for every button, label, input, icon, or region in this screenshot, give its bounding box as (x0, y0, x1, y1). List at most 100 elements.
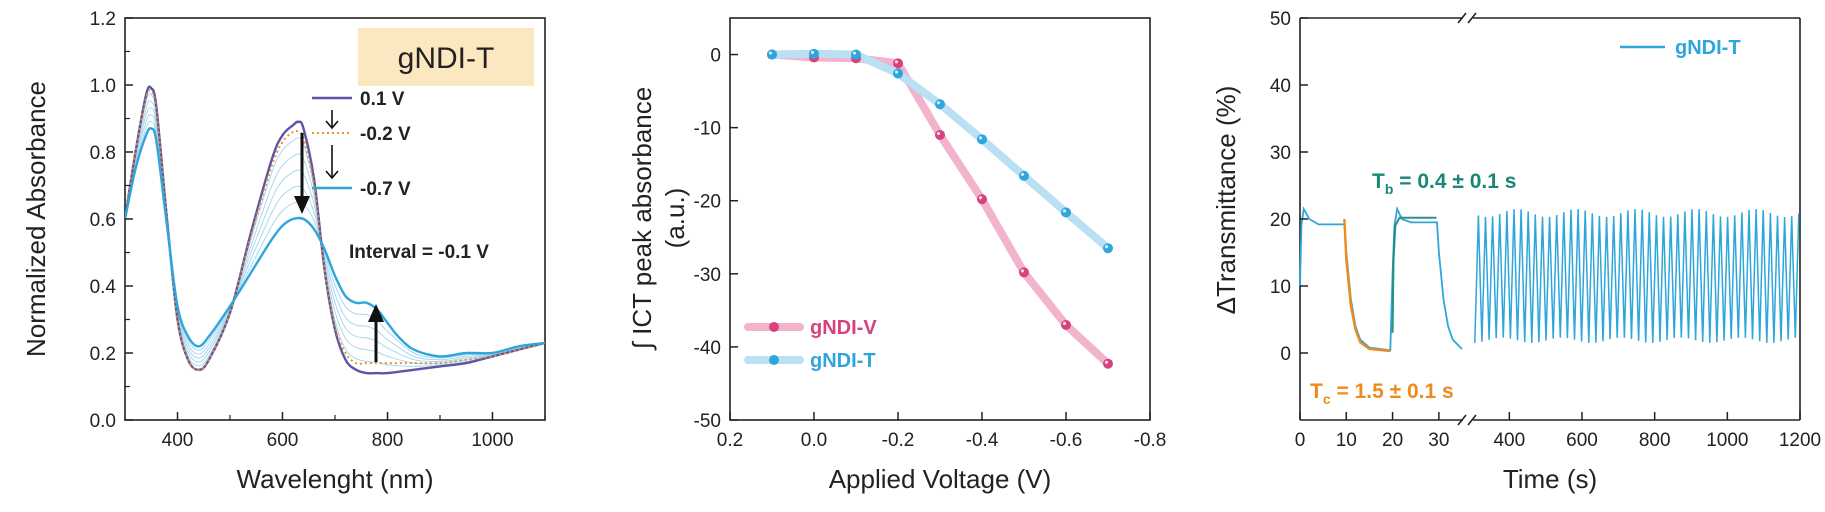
data-point (1103, 358, 1113, 369)
data-point (1061, 319, 1071, 330)
intermediate-spectrum (125, 113, 545, 361)
x-tick-label: 600 (267, 430, 299, 451)
y-tick-label: 0.2 (90, 344, 116, 365)
legend: gNDI-T (1620, 37, 1741, 59)
legend-marker (769, 355, 779, 365)
bleaching-fit (1391, 216, 1437, 333)
x-tick-label: 0 (1295, 430, 1306, 451)
panel-transmittance-time: 0 10 20 30 400 600 800 1000 1200 0 10 20 30 40 50 gNDI… (1211, 9, 1821, 494)
coloration-fit (1343, 218, 1391, 353)
data-point-highlight (768, 51, 773, 55)
panel-absorbance-spectra: 400 600 800 1000 0.0 0.2 0.4 0.6 0.8 1.0 1.2 gNDI-… (21, 9, 546, 494)
axis-ticks: 400 600 800 1000 0.0 0.2 0.4 0.6 0.8 1.0 1.2 (90, 9, 546, 451)
x-tick-label: 30 (1428, 430, 1449, 451)
y-tick-label: 30 (1270, 143, 1291, 164)
y-tick-label: 1.2 (90, 9, 116, 30)
data-point (1019, 267, 1029, 278)
panel-ict-absorbance: 0.2 0.0 -0.2 -0.4 -0.6 -0.8 0 -10 -20 -30 -40 -50 g… (627, 17, 1167, 494)
data-point (893, 58, 903, 69)
y-tick-label: 0.0 (90, 411, 116, 432)
x-axis-label: Applied Voltage (V) (829, 464, 1052, 494)
y-tick-label: 50 (1270, 9, 1291, 30)
y-tick-label: 0.6 (90, 210, 116, 231)
data-point-highlight (1020, 172, 1025, 176)
y-tick-label: -20 (694, 192, 721, 213)
legend-arrowhead (325, 170, 339, 180)
data-point-highlight (1104, 245, 1109, 249)
series-lines (767, 48, 1113, 369)
data-point (935, 99, 945, 110)
increase-arrow (368, 304, 384, 362)
legend-label: -0.2 V (360, 124, 411, 145)
data-point (977, 194, 987, 205)
x-tick-label: -0.4 (966, 430, 999, 451)
series-band (768, 49, 1112, 253)
legend-label: -0.7 V (360, 179, 411, 200)
series-line-3 (125, 127, 545, 358)
data-point-highlight (936, 131, 941, 136)
data-point (1061, 207, 1071, 218)
legend-arrowhead (325, 120, 339, 130)
interval-annotation: Interval = -0.1 V (349, 242, 489, 263)
x-tick-label: 10 (1336, 430, 1357, 451)
x-tick-label: 1000 (1706, 430, 1748, 451)
x-tick-label: 1000 (471, 430, 513, 451)
plot-frame (729, 17, 1151, 421)
y-axis-label-group: ∫ ICT peak absorbance (a.u.) (627, 87, 690, 351)
data-point-highlight (852, 51, 857, 55)
transmittance-traces (1299, 205, 1800, 353)
x-tick-label: 20 (1382, 430, 1403, 451)
x-tick-label: -0.6 (1050, 430, 1083, 451)
x-tick-label: 1200 (1779, 430, 1821, 451)
data-point (1019, 170, 1029, 181)
legend: gNDI-V gNDI-T (744, 317, 877, 372)
data-point (767, 49, 777, 60)
x-tick-label: 600 (1566, 430, 1598, 451)
y-tick-label: 0 (1280, 344, 1291, 365)
intermediate-spectrum (125, 107, 545, 363)
y-tick-label: -50 (694, 411, 721, 432)
legend: 0.1 V -0.2 V -0.7 V (312, 89, 411, 200)
data-point-highlight (978, 196, 983, 200)
legend-label: gNDI-V (810, 317, 877, 339)
data-point-highlight (1062, 209, 1067, 213)
data-point-highlight (978, 136, 983, 140)
decrease-arrow (294, 133, 310, 214)
y-axis-label-line2: (a.u.) (660, 188, 690, 249)
y-tick-label: 40 (1270, 76, 1291, 97)
y-tick-label: 0 (710, 46, 721, 67)
data-point (935, 129, 945, 140)
data-point-highlight (1020, 269, 1025, 273)
data-point-highlight (894, 70, 899, 74)
x-tick-label: 0.2 (717, 430, 743, 451)
y-tick-label: -10 (694, 119, 721, 140)
data-point-highlight (936, 101, 941, 105)
y-tick-label: 1.0 (90, 76, 116, 97)
y-tick-label: -30 (694, 265, 721, 286)
bleaching-time-annotation: Tb = 0.4 ± 0.1 s (1372, 170, 1516, 197)
x-axis-label: Wavelenght (nm) (237, 464, 434, 494)
data-point-highlight (810, 50, 815, 54)
spectra-lines (125, 85, 545, 375)
axis-ticks: 0 10 20 30 400 600 800 1000 1200 0 10 20 30 40 50 (1270, 9, 1821, 451)
x-axis-label: Time (s) (1503, 464, 1597, 494)
axis-ticks: 0.2 0.0 -0.2 -0.4 -0.6 -0.8 0 -10 -20 -30 -40 -50 (694, 46, 1167, 451)
x-tick-label: 0.0 (801, 430, 827, 451)
y-tick-label: -40 (694, 338, 721, 359)
y-tick-label: 10 (1270, 277, 1291, 298)
x-tick-label: 800 (372, 430, 404, 451)
data-point (977, 134, 987, 145)
data-point (809, 48, 819, 59)
y-tick-label: 0.4 (90, 277, 117, 298)
legend-title: gNDI-T (398, 42, 495, 75)
data-point-highlight (1104, 360, 1109, 364)
legend-label: 0.1 V (360, 89, 405, 110)
data-point (1103, 243, 1113, 254)
legend-marker (769, 322, 779, 332)
y-tick-label: 0.8 (90, 143, 116, 164)
y-tick-label: 20 (1270, 210, 1291, 231)
legend-label: gNDI-T (1675, 37, 1741, 59)
x-tick-label: -0.8 (1134, 430, 1167, 451)
transmittance-trace-cycling (1474, 208, 1800, 343)
x-tick-label: -0.2 (882, 430, 915, 451)
